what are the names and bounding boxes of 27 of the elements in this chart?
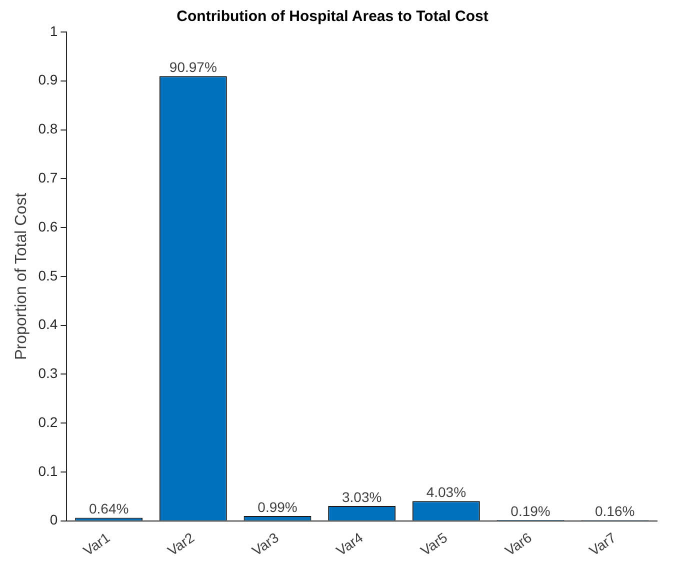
y-tick-label: 0.3	[38, 365, 58, 382]
data-label: 0.64%	[88, 500, 129, 517]
x-tick-label: Var7	[586, 529, 619, 559]
x-tick-label: Var5	[418, 529, 450, 559]
x-tick-label: Var4	[333, 529, 366, 559]
y-tick-label: 0.9	[38, 72, 58, 88]
chart-title: Contribution of Hospital Areas to Total Cost	[176, 8, 488, 26]
x-tick-label: Var2	[164, 529, 198, 559]
y-tick-label: 1	[50, 22, 58, 39]
y-tick-label: 0	[50, 512, 58, 528]
x-tick-label: Var6	[502, 529, 535, 559]
y-tick-label: 0.5	[38, 267, 58, 284]
data-label: 0.99%	[258, 498, 298, 515]
x-tick-label: Var1	[80, 529, 113, 559]
y-tick-label: 0.1	[38, 462, 58, 479]
y-tick-label: 0.6	[38, 218, 58, 234]
y-tick-label: 0.8	[38, 120, 58, 137]
data-label: 90.97%	[169, 59, 217, 76]
y-tick-label: 0.2	[38, 414, 58, 430]
data-label: 0.16%	[594, 502, 635, 519]
data-label: 0.19%	[510, 502, 550, 519]
y-axis-title: Proportion of Total Cost	[13, 192, 30, 360]
x-tick-label: Var3	[248, 529, 282, 559]
y-tick-label: 0.4	[38, 316, 58, 332]
y-tick-label: 0.7	[38, 170, 58, 186]
data-label: 4.03%	[426, 484, 466, 500]
data-label: 3.03%	[342, 488, 382, 505]
